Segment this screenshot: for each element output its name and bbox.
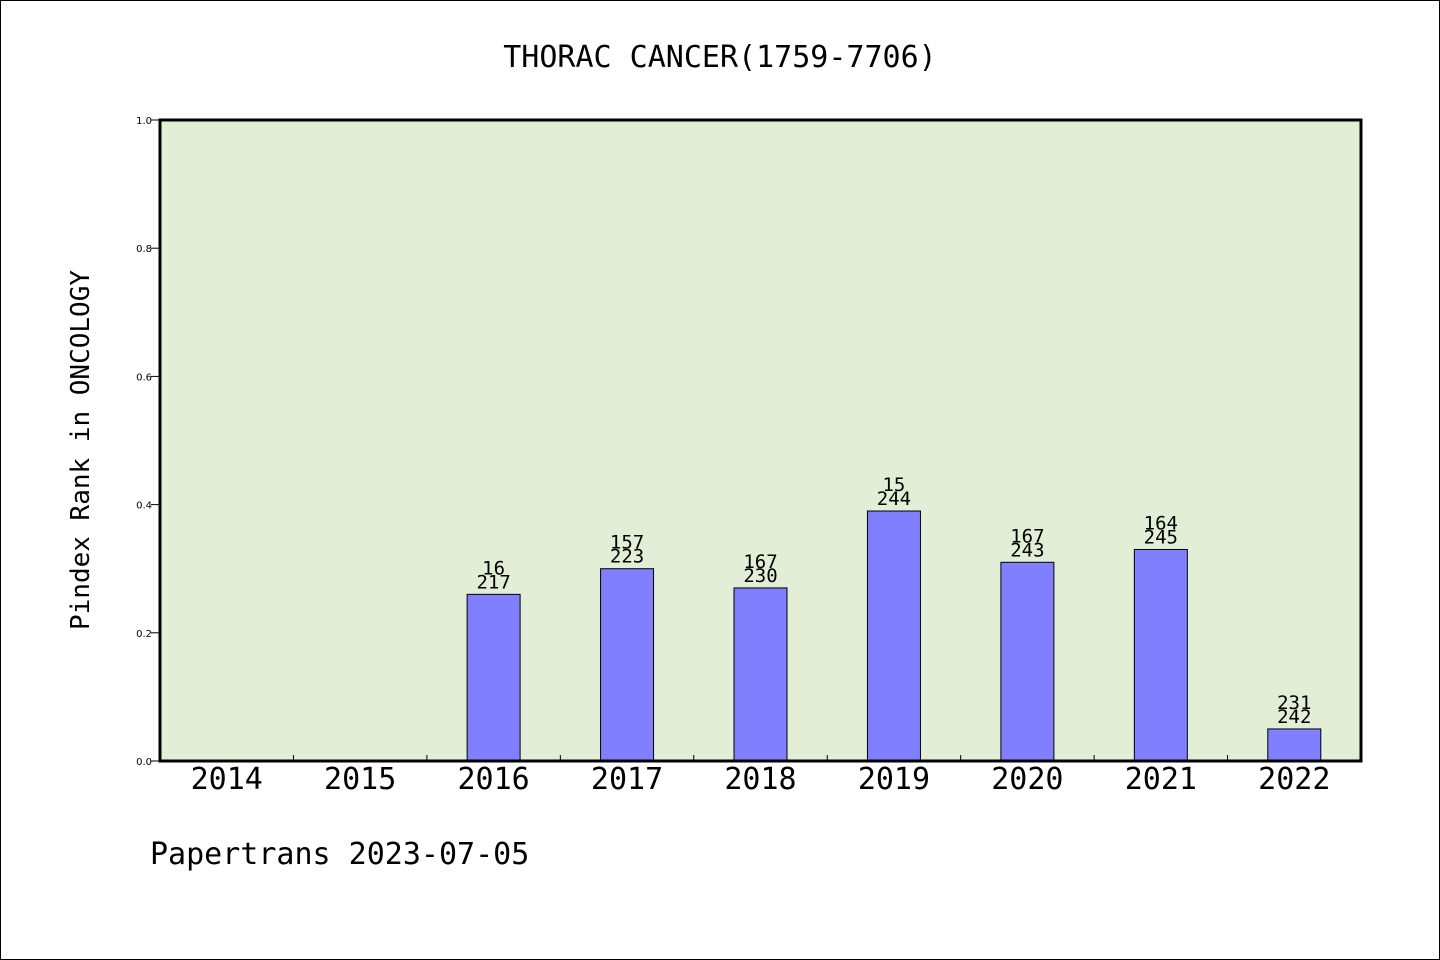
bar-label-top-2019: 15 [882,474,905,496]
bar-label-top-2021: 164 [1144,512,1178,534]
x-tick-label-2021: 2021 [1125,762,1197,797]
bar-2022 [1267,728,1322,762]
y-tick-label-4: 0.8 [136,244,152,255]
y-tick-label-1: 0.2 [136,629,152,640]
bars-group [466,510,1322,762]
bar-label-top-2016: 16 [482,557,505,579]
x-tick-label-2017: 2017 [591,762,663,797]
x-tick-label-2019: 2019 [858,762,930,797]
x-axis: 2014 2015 2016 2017 2018 2019 2020 2021 2022 [191,755,1330,797]
bar-2018 [733,587,788,762]
bar-label-bottom-2018: 230 [743,565,777,587]
x-tick-label-2014: 2014 [191,762,263,797]
bar-label-top-2017: 157 [610,532,644,554]
x-tick-label-2016: 2016 [457,762,529,797]
y-axis-label: Pindex Rank in ONCOLOGY [66,270,96,630]
bar-2016 [466,593,521,762]
bar-label-bottom-2017: 223 [610,546,644,568]
bar-2019 [866,510,921,762]
bar-2017 [600,568,655,762]
y-tick-label-0: 0.0 [136,757,152,768]
y-tick-label-3: 0.6 [136,372,152,383]
bar-label-top-2018: 167 [743,551,777,573]
bar-label-bottom-2016: 217 [476,571,510,593]
x-tick-label-2015: 2015 [324,762,396,797]
bar-label-bottom-2022: 242 [1277,706,1311,728]
chart-title: THORAC CANCER(1759-7706) [503,40,936,75]
y-tick-label-5: 1.0 [136,116,152,127]
bar-label-bottom-2020: 243 [1010,539,1044,561]
bar-2021 [1133,548,1188,762]
bar-label-top-2020: 167 [1010,525,1044,547]
x-tick-label-2022: 2022 [1258,762,1330,797]
x-tick-label-2020: 2020 [991,762,1063,797]
bar-2020 [1000,561,1055,762]
bar-label-top-2022: 231 [1277,692,1311,714]
x-tick-label-2018: 2018 [724,762,796,797]
bar-label-bottom-2019: 244 [877,488,911,510]
bar-label-bottom-2021: 245 [1144,526,1178,548]
footer-credit: Papertrans 2023-07-05 [150,837,529,872]
y-tick-label-2: 0.4 [136,501,152,512]
y-axis: 0.0 0.2 0.4 0.6 0.8 1.0 [136,116,160,768]
plot-border [158,118,1363,763]
